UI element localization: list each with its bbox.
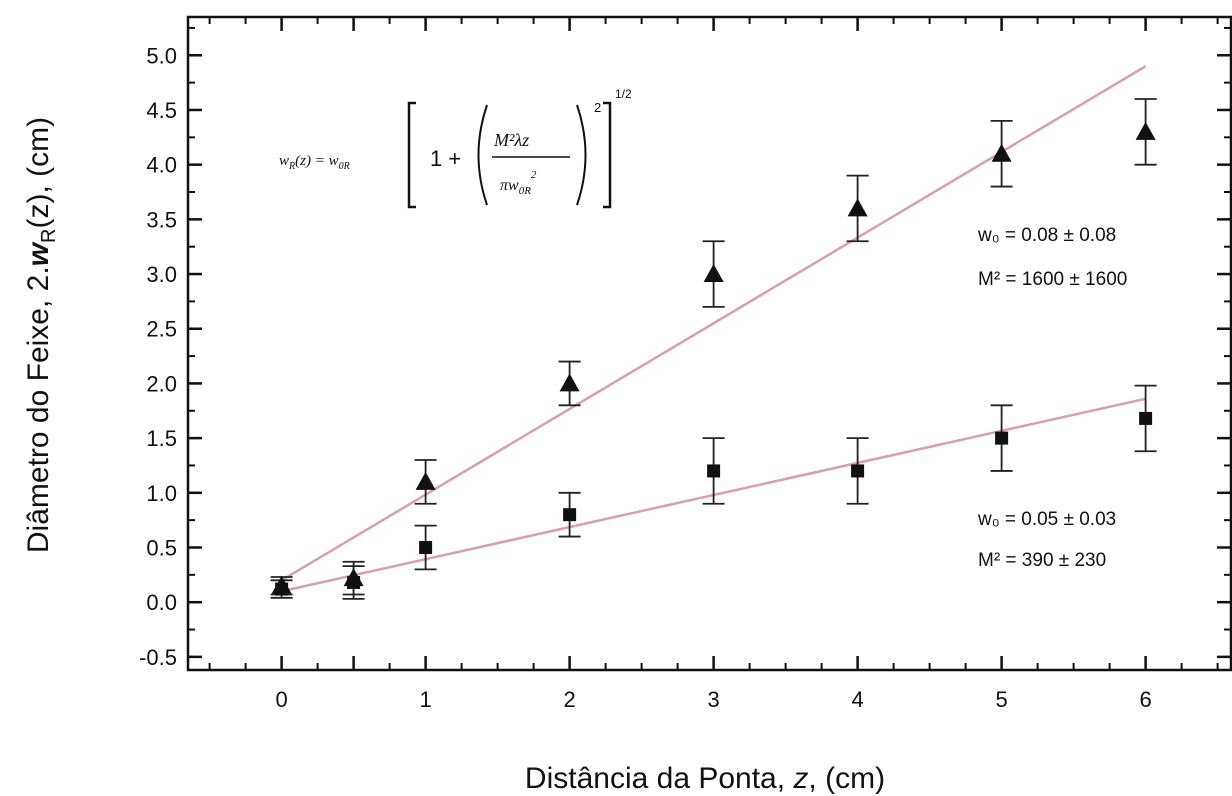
fit-annotation-upper-m2: M² = 1600 ± 1600 [978,269,1127,290]
fit-annotation-upper-w0: w₀ = 0.08 ± 0.08 [977,225,1116,246]
y-axis: -0.5 0.0 0.5 1.0 1.5 2.0 2.5 3.0 3.5 4.0 4.5 5.0 [139,26,1231,670]
formula-one-plus: 1 + [430,146,461,171]
x-axis: 0 1 2 3 4 5 6 [208,17,1219,712]
y-tick-label: 5.0 [146,43,177,68]
square-marker [1139,411,1153,425]
square-marker [851,464,865,478]
y-tick-label: 3.0 [146,262,177,287]
x-tick-label: 5 [995,687,1007,712]
y-tick-label: 4.5 [146,98,177,123]
y-tick-label: -0.5 [139,645,177,670]
data-markers [271,121,1156,596]
formula-denominator: πw0R2 [500,169,537,197]
plot-frame [186,15,1232,672]
x-tick-label: 1 [419,687,431,712]
x-tick-label: 4 [851,687,863,712]
square-marker [995,431,1009,445]
fit-annotation-lower-m2: M² = 390 ± 230 [978,550,1106,571]
triangle-marker [559,373,580,392]
square-marker [347,575,361,589]
triangle-marker [703,264,724,283]
y-tick-label: 0.0 [146,590,177,615]
triangle-marker [847,198,868,217]
y-tick-label: 2.5 [146,317,177,342]
plot-border [186,15,1232,672]
triangle-marker [991,143,1012,162]
formula-right-paren [576,104,587,206]
square-marker [563,508,577,522]
square-marker [707,464,721,478]
square-marker [419,540,433,554]
x-tick-label: 0 [275,687,287,712]
formula-lhs: wR(z) = w0R [279,153,350,172]
fit-annotation-lower-w0: w₀ = 0.05 ± 0.03 [977,509,1116,530]
fit-formula: wR(z) = w0R 1 + M²λz πw0R2 2 1/2 [279,87,632,209]
y-tick-label: 1.0 [146,481,177,506]
square-marker [275,582,289,596]
y-axis-title: Diâmetro do Feixe, 2.wR(z), (cm) [22,117,60,553]
formula-numerator: M²λz [493,130,529,150]
x-tick-label: 2 [563,687,575,712]
x-tick-label: 6 [1139,687,1151,712]
y-tick-label: 1.5 [146,426,177,451]
formula-left-bracket [407,101,416,209]
y-tick-label: 0.5 [146,535,177,560]
y-tick-label: 2.0 [146,371,177,396]
formula-right-bracket [603,101,612,209]
triangle-marker [415,471,436,490]
y-tick-label: 3.5 [146,207,177,232]
formula-left-paren [477,104,488,206]
triangle-marker [1135,121,1156,140]
formula-outer-exponent: 1/2 [615,87,632,101]
y-tick-label: 4.0 [146,153,177,178]
x-axis-title: Distância da Ponta, z, (cm) [525,762,885,795]
x-tick-label: 3 [707,687,719,712]
formula-paren-exponent: 2 [594,100,601,115]
